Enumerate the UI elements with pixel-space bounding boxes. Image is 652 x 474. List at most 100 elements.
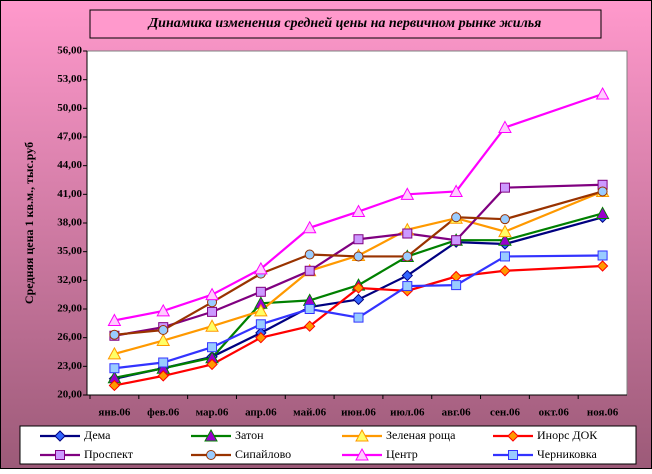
y-tick-label: 23,00	[57, 360, 82, 372]
series-line	[114, 254, 603, 370]
legend-marker	[206, 450, 216, 460]
point-marker	[254, 261, 268, 275]
x-tick-label: окт.06	[539, 407, 570, 419]
x-tick-label: июл.06	[390, 407, 425, 419]
point-marker	[451, 235, 462, 246]
point-marker	[499, 182, 510, 193]
point-marker	[595, 86, 610, 100]
y-tick-label: 26,00	[57, 331, 82, 343]
point-marker	[353, 251, 364, 262]
point-marker	[207, 342, 218, 353]
y-tick-label: 38,00	[57, 217, 82, 229]
point-marker	[402, 251, 413, 262]
legend-label: Черниковка	[537, 447, 598, 461]
x-tick-label: ноя.06	[587, 407, 619, 419]
point-marker	[401, 269, 414, 282]
point-marker	[352, 282, 365, 294]
point-marker	[304, 265, 315, 276]
point-marker	[596, 260, 609, 272]
y-axis-label: Средняя цена 1 кв.м., тыс.руб	[22, 142, 36, 304]
point-marker	[499, 214, 510, 225]
y-tick-label: 35,00	[57, 245, 82, 257]
series-line	[114, 190, 604, 355]
point-marker	[158, 325, 169, 336]
point-marker	[304, 304, 315, 314]
point-marker	[451, 212, 462, 223]
point-marker	[107, 313, 122, 326]
point-marker	[449, 184, 463, 197]
x-tick-label: июн.06	[341, 407, 376, 419]
point-marker	[402, 281, 413, 292]
y-tick-label: 47,00	[57, 131, 82, 143]
series-line	[114, 190, 603, 336]
point-marker	[255, 286, 266, 297]
legend-label: Центр	[386, 447, 418, 461]
point-marker	[597, 250, 608, 261]
point-marker	[400, 187, 415, 200]
y-tick-label: 32,00	[57, 274, 82, 286]
x-tick-label: янв.06	[98, 407, 130, 419]
series-line	[114, 92, 603, 322]
point-marker	[109, 363, 120, 374]
legend-label: Проспект	[84, 447, 134, 461]
y-tick-label: 50,00	[57, 102, 82, 114]
y-tick-label: 41,00	[57, 188, 82, 200]
point-marker	[498, 224, 512, 238]
point-marker	[205, 287, 219, 301]
legend-label: Зеленая роща	[386, 428, 456, 442]
x-tick-label: май.06	[293, 407, 327, 419]
point-marker	[157, 370, 169, 382]
point-marker	[304, 249, 315, 260]
series-line	[114, 264, 603, 387]
point-marker	[108, 379, 121, 392]
point-marker	[595, 206, 610, 219]
point-marker	[352, 293, 365, 306]
plot-area	[86, 50, 628, 396]
point-marker	[156, 333, 171, 347]
chart-title: Динамика изменения средней цены на перви…	[147, 16, 542, 31]
legend-marker	[355, 447, 369, 461]
point-marker	[498, 233, 512, 246]
legend-label: Дема	[84, 428, 111, 442]
y-tick-label: 56,00	[57, 45, 82, 57]
title-box	[89, 9, 602, 39]
legend-marker	[54, 430, 66, 442]
point-marker	[207, 306, 218, 317]
point-marker	[255, 319, 266, 330]
legend-marker	[508, 450, 518, 460]
legend	[19, 425, 637, 465]
point-marker	[302, 220, 317, 234]
point-marker	[353, 312, 364, 323]
legend-marker	[355, 428, 369, 442]
point-marker	[499, 265, 511, 277]
x-tick-label: сен.06	[490, 407, 520, 419]
point-marker	[206, 358, 218, 371]
x-tick-label: фев.06	[147, 407, 180, 419]
legend-label: Сипайлово	[235, 447, 291, 461]
legend-marker	[507, 430, 519, 442]
point-marker	[499, 251, 510, 262]
point-marker	[158, 357, 169, 368]
legend-marker	[204, 428, 218, 442]
point-marker	[255, 331, 267, 344]
legend-marker	[55, 450, 65, 460]
point-marker	[254, 303, 268, 317]
point-marker	[351, 204, 366, 218]
point-marker	[205, 319, 219, 332]
point-marker	[451, 280, 462, 291]
x-tick-label: авг.06	[442, 407, 471, 419]
point-marker	[597, 186, 608, 197]
y-tick-label: 44,00	[57, 159, 82, 171]
point-marker	[498, 120, 512, 133]
y-tick-label: 20,00	[57, 389, 82, 401]
point-marker	[303, 320, 316, 332]
point-marker	[109, 329, 120, 340]
x-tick-label: мар.06	[196, 407, 229, 419]
y-tick-label: 53,00	[57, 73, 82, 85]
series-line	[114, 212, 603, 379]
point-marker	[107, 346, 122, 360]
x-tick-label: апр.06	[245, 407, 277, 419]
point-marker	[402, 228, 413, 239]
point-marker	[353, 234, 364, 245]
